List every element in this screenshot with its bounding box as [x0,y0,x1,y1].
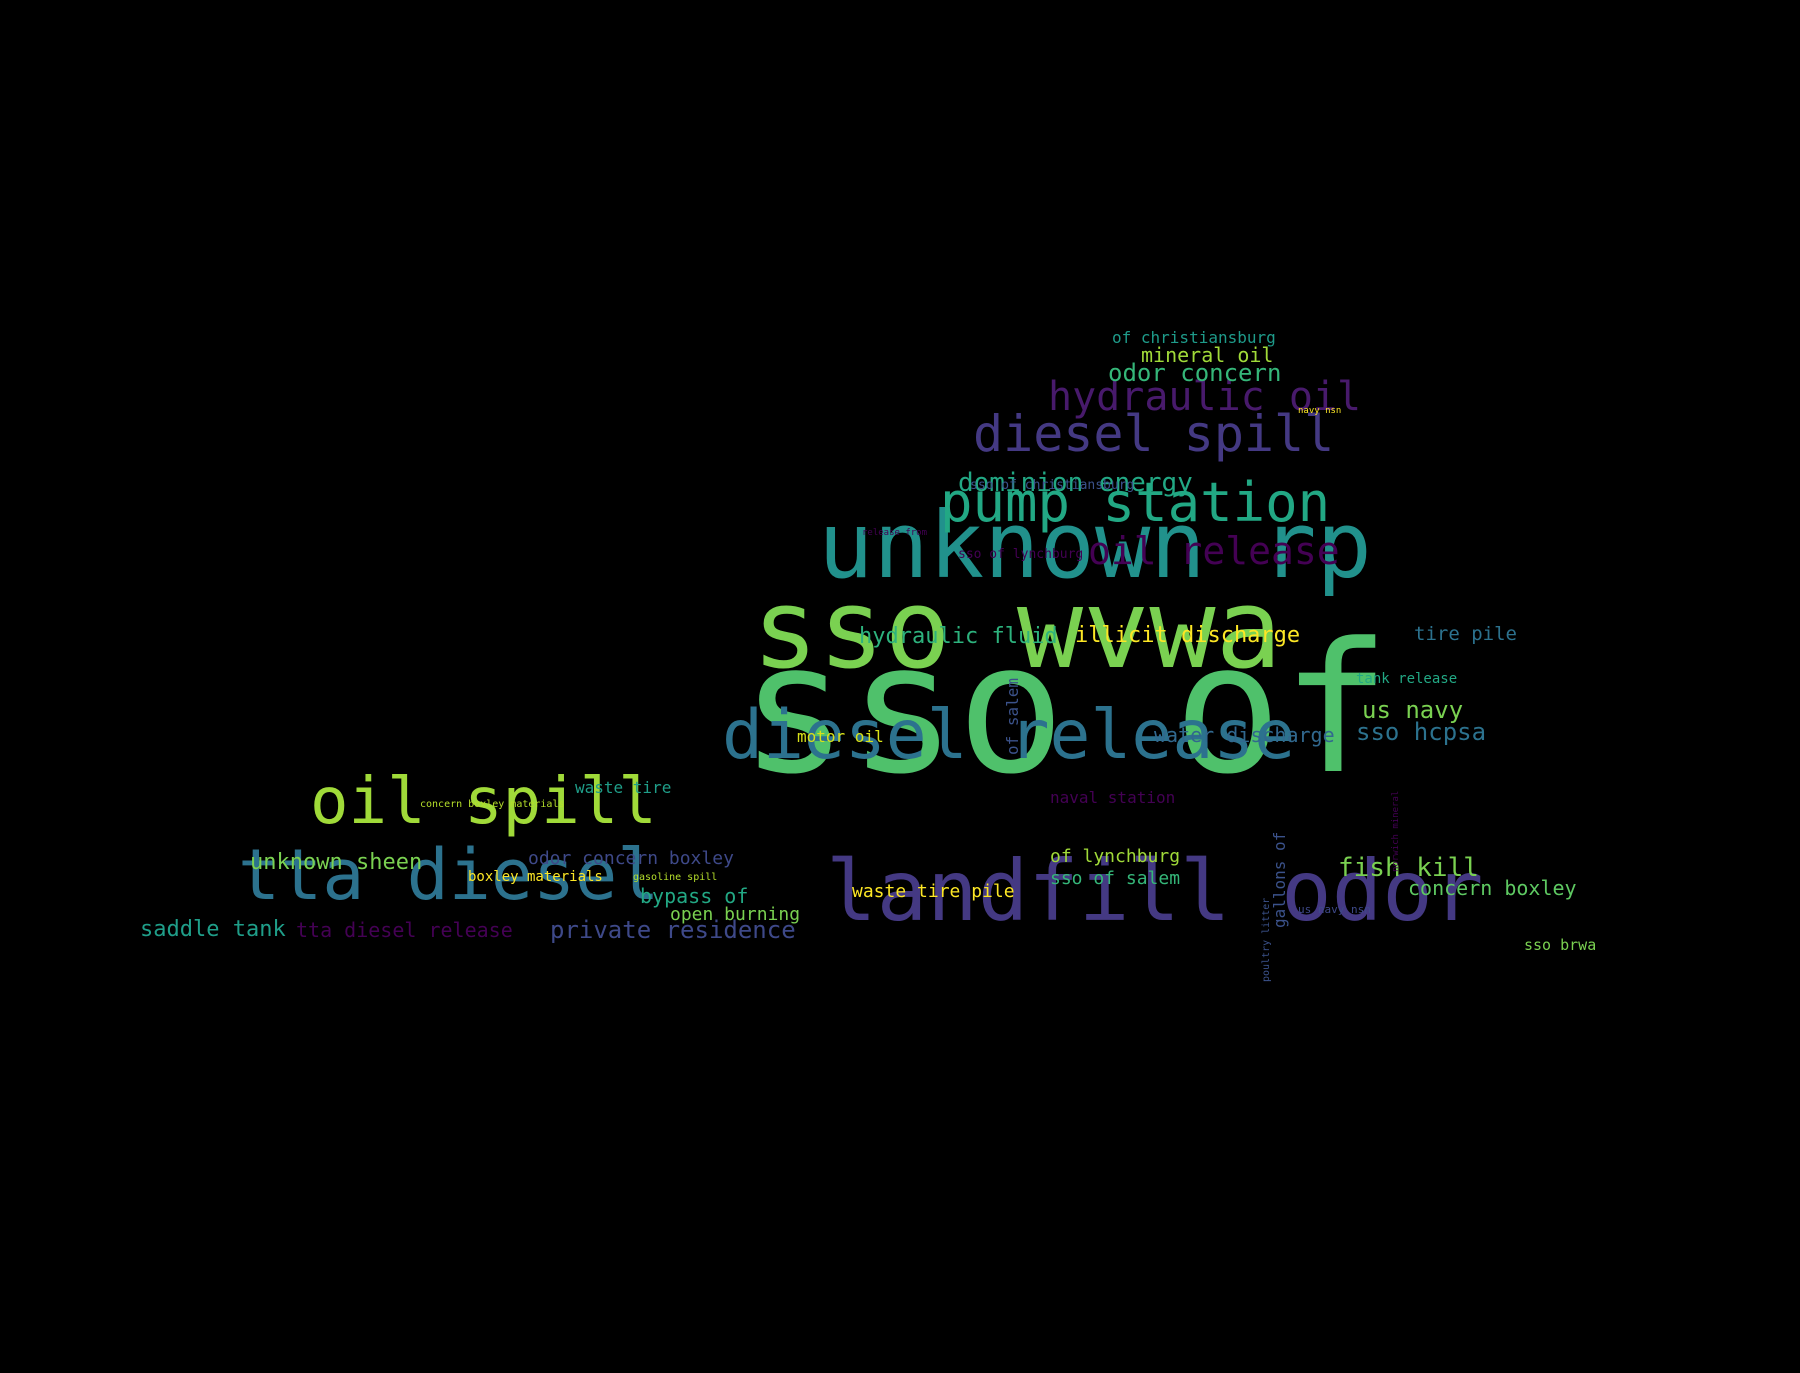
word-cloud-term: waste tire pile [852,881,1015,902]
word-cloud-term: sso of [740,605,1391,814]
word-cloud-term: sso hcpsa [1356,718,1487,746]
word-cloud-term: sso brwa [1524,936,1597,954]
word-cloud-term: dominion energy [958,468,1193,498]
word-cloud-term: concern boxley materials [420,799,565,810]
word-cloud-term: motor oil [797,727,884,746]
word-cloud-term: saddle tank [140,917,286,942]
word-cloud-term: of christiansburg [1112,328,1276,347]
word-cloud-term: private residence [550,916,796,944]
word-cloud-term: diesel spill [973,405,1335,463]
word-cloud-term: concern boxley [1408,876,1577,900]
word-cloud-term: of lynchburg [1050,846,1181,867]
word-cloud-term: boxley materials [468,869,603,885]
word-cloud-term: waste tire [575,778,672,797]
word-cloud-term: bypass of [640,884,749,908]
word-cloud-term: mineral oil [1141,343,1274,367]
word-cloud-term: hydraulic fluid [859,624,1058,649]
word-cloud-term: odor concern boxley [528,848,734,869]
word-cloud-term: us navy [1362,696,1464,724]
word-cloud-term: sso of lynchburg [958,547,1084,562]
word-cloud-term: norwich mineral [1391,790,1401,872]
word-cloud-term: naval station [1050,788,1176,807]
word-cloud-term: tank release [1356,671,1458,687]
word-cloud-term: of salem [1003,677,1022,755]
word-cloud-term: hydraulic oil [1048,374,1362,420]
word-cloud-term: poultry litter [1261,897,1272,982]
word-cloud-term: water discharge [1154,723,1335,747]
word-cloud-term: odor concern [1108,359,1282,387]
word-cloud-term: landfill odor [826,842,1484,940]
word-cloud-term: tta diesel release [296,918,513,942]
word-cloud-term: tire pile [1414,623,1517,645]
word-cloud-term: unknown rp [818,492,1372,599]
word-cloud-term: oil release [1088,529,1340,573]
word-cloud-term: oil spill [310,765,657,839]
word-cloud-term: pump station [940,471,1331,534]
word-cloud-term: sso wvwa [752,565,1282,693]
word-cloud-term: fish kill [1338,853,1479,883]
word-cloud-term: us navy nsn [1298,903,1371,916]
word-cloud-term: release from [862,528,928,538]
word-cloud-term: illicit discharge [1075,623,1301,648]
word-cloud-term: gallons of [1270,831,1289,928]
word-cloud-term: gasoline spill [633,872,718,883]
word-cloud-term: diesel release [722,696,1296,775]
word-cloud-term: tta diesel [238,834,660,916]
word-cloud-term: open burning [670,904,801,925]
word-cloud-term: unknown sheen [250,850,423,875]
word-cloud-term: sso of salem [1050,868,1181,889]
word-cloud-term: sso of christiansburg [970,478,1135,493]
word-cloud-term: navy nsn [1298,406,1342,416]
